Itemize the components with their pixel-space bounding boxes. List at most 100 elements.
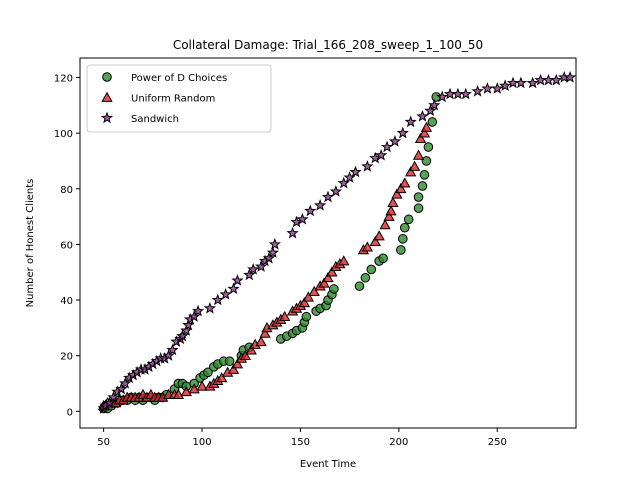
legend-box	[86, 64, 272, 133]
data-point	[397, 234, 408, 244]
data-point	[506, 76, 520, 89]
data-point	[254, 260, 268, 272]
data-point	[298, 296, 311, 308]
data-point	[420, 121, 433, 132]
data-point	[107, 390, 120, 403]
data-point	[534, 73, 547, 86]
data-point	[188, 310, 201, 322]
data-point	[259, 327, 271, 338]
data-point	[396, 126, 409, 139]
data-point	[239, 349, 251, 361]
data-point	[227, 363, 240, 374]
data-point	[369, 235, 381, 246]
data-point	[182, 318, 195, 331]
data-point	[188, 383, 200, 394]
legend: Power of D Choices Uniform Random Sandwich	[86, 64, 272, 133]
series-uniform-random	[97, 121, 433, 411]
legend-label: Uniform Random	[131, 94, 215, 105]
data-point	[338, 255, 350, 266]
legend-marker-circle	[102, 72, 112, 82]
data-point	[302, 291, 314, 302]
data-point	[329, 284, 339, 294]
data-point	[203, 367, 213, 378]
data-point	[224, 356, 235, 367]
data-point	[308, 285, 320, 297]
data-point	[255, 335, 267, 347]
data-point	[326, 266, 338, 277]
data-point	[373, 230, 385, 241]
data-point	[378, 253, 388, 264]
data-point	[180, 386, 192, 397]
y-tick-label: 80	[60, 185, 73, 196]
data-point	[414, 132, 427, 144]
data-point	[301, 311, 312, 322]
x-axis-label: Event Time	[300, 459, 356, 470]
data-point	[550, 73, 563, 86]
y-tick-label: 120	[54, 73, 73, 84]
data-point	[481, 82, 494, 94]
data-point	[349, 165, 362, 178]
data-point	[166, 343, 179, 356]
y-tick-label: 20	[60, 352, 73, 363]
data-point	[514, 76, 527, 89]
data-point	[408, 160, 421, 171]
data-point	[361, 160, 374, 172]
data-point	[162, 349, 175, 361]
data-point	[191, 304, 205, 317]
data-point	[451, 87, 465, 100]
y-axis-label: Number of Honest Clients	[25, 179, 36, 308]
data-point	[563, 71, 576, 83]
y-tick-label: 0	[67, 407, 73, 418]
legend-marker-star	[100, 111, 114, 124]
plot-frame	[79, 57, 577, 429]
data-point	[391, 188, 403, 199]
data-point	[318, 277, 330, 288]
data-point	[385, 205, 397, 216]
data-point	[499, 79, 512, 92]
data-point	[304, 204, 317, 217]
y-tick-label: 100	[54, 129, 73, 140]
legend-marker-triangle	[101, 91, 113, 102]
data-point	[387, 196, 399, 208]
data-point	[279, 310, 291, 322]
data-point	[427, 117, 438, 127]
data-point	[379, 219, 391, 230]
data-point	[404, 115, 417, 128]
data-point	[196, 380, 208, 391]
x-tick-label: 200	[389, 437, 408, 448]
data-point	[436, 90, 449, 103]
data-point	[361, 241, 374, 252]
data-point	[413, 203, 424, 214]
y-tick-label: 60	[60, 240, 73, 251]
data-point	[419, 170, 430, 180]
data-point	[418, 127, 431, 138]
data-point	[423, 142, 434, 152]
plot-area	[79, 57, 577, 429]
data-point	[395, 182, 407, 194]
data-point	[526, 76, 539, 89]
data-point	[176, 329, 189, 342]
data-point	[103, 396, 116, 409]
y-tick-label: 40	[60, 296, 73, 307]
data-point	[421, 156, 432, 166]
data-point	[211, 293, 224, 306]
data-point	[115, 382, 128, 395]
data-point	[388, 135, 402, 147]
x-tick-label: 50	[97, 437, 110, 448]
data-point	[172, 388, 185, 399]
data-point	[219, 288, 232, 300]
data-point	[286, 226, 299, 239]
data-point	[245, 344, 257, 355]
x-tick-label: 150	[291, 437, 310, 448]
data-point	[180, 324, 193, 336]
data-point	[296, 212, 309, 225]
data-point	[399, 177, 411, 188]
legend-label: Power of D Choices	[131, 73, 227, 84]
legend-label: Sandwich	[131, 114, 179, 125]
x-tick-label: 100	[192, 437, 211, 448]
data-point	[428, 98, 441, 111]
data-point	[203, 301, 217, 314]
data-point	[380, 140, 394, 153]
data-point	[216, 372, 228, 383]
data-point	[491, 82, 504, 94]
